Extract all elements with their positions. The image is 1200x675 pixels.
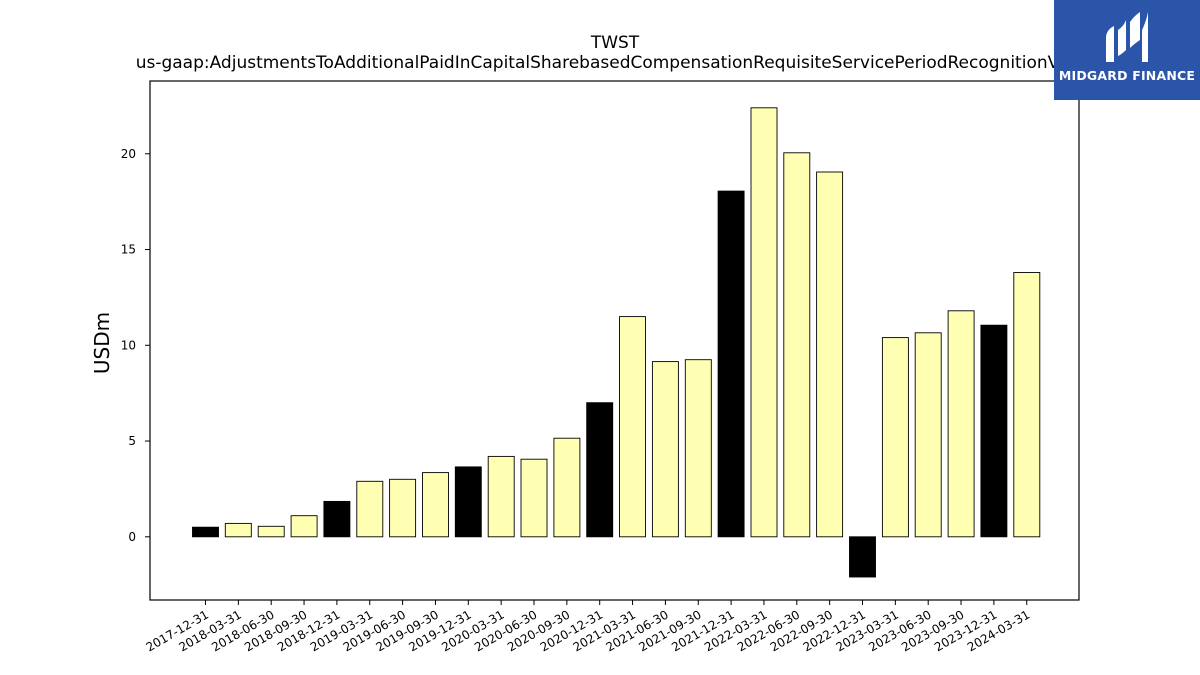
bar-2023-06-30 <box>914 332 942 538</box>
y-tick-label: 10 <box>121 338 136 352</box>
y-tick-label: 15 <box>121 243 136 257</box>
logo-text: MIDGARD FINANCE <box>1058 68 1196 83</box>
bar-2022-03-31 <box>750 107 778 538</box>
bar-2023-12-31 <box>980 324 1008 538</box>
bar-2018-06-30 <box>257 525 285 538</box>
bar-2018-03-31 <box>224 522 252 538</box>
bar-2020-03-31 <box>487 455 515 538</box>
x-axis: 2017-12-312018-03-312018-06-302018-09-30… <box>144 600 1032 654</box>
midgard-logo-icon <box>1106 12 1148 62</box>
bar-2019-06-30 <box>389 478 417 538</box>
y-tick-label: 5 <box>128 434 136 448</box>
midgard-finance-logo: MIDGARD FINANCE <box>1054 0 1200 100</box>
y-tick-label: 20 <box>121 147 136 161</box>
bar-2022-06-30 <box>783 152 811 538</box>
bar-2018-12-31 <box>323 500 351 538</box>
bar-2019-12-31 <box>454 466 482 538</box>
bar-2020-12-31 <box>586 402 614 538</box>
bar-2019-09-30 <box>422 472 449 538</box>
chart-title: TWST <box>590 33 640 53</box>
y-tick-label: 0 <box>128 530 136 544</box>
bar-2023-09-30 <box>947 310 975 538</box>
y-axis: 0 5 10 15 20 <box>121 147 150 544</box>
bar-2023-03-31 <box>881 337 909 538</box>
bar-2021-09-30 <box>684 359 712 538</box>
bar-2019-03-31 <box>356 480 384 538</box>
bar-2021-06-30 <box>651 361 679 538</box>
bar-2020-06-30 <box>520 458 548 538</box>
plot-frame <box>149 80 1080 601</box>
bar-2021-12-31 <box>717 190 745 538</box>
bar-2022-12-31 <box>849 536 876 578</box>
bar-2021-03-31 <box>619 316 646 538</box>
bar-2018-09-30 <box>290 515 318 538</box>
bar-2024-03-31 <box>1013 272 1041 538</box>
y-axis-label: USDm <box>90 312 114 374</box>
bar-2022-09-30 <box>816 171 844 538</box>
bar-2020-09-30 <box>553 437 581 538</box>
chart-subtitle: us-gaap:AdjustmentsToAdditionalPaidInCap… <box>136 53 1095 73</box>
bars-group <box>192 107 1041 578</box>
bar-2017-12-31 <box>192 526 219 538</box>
